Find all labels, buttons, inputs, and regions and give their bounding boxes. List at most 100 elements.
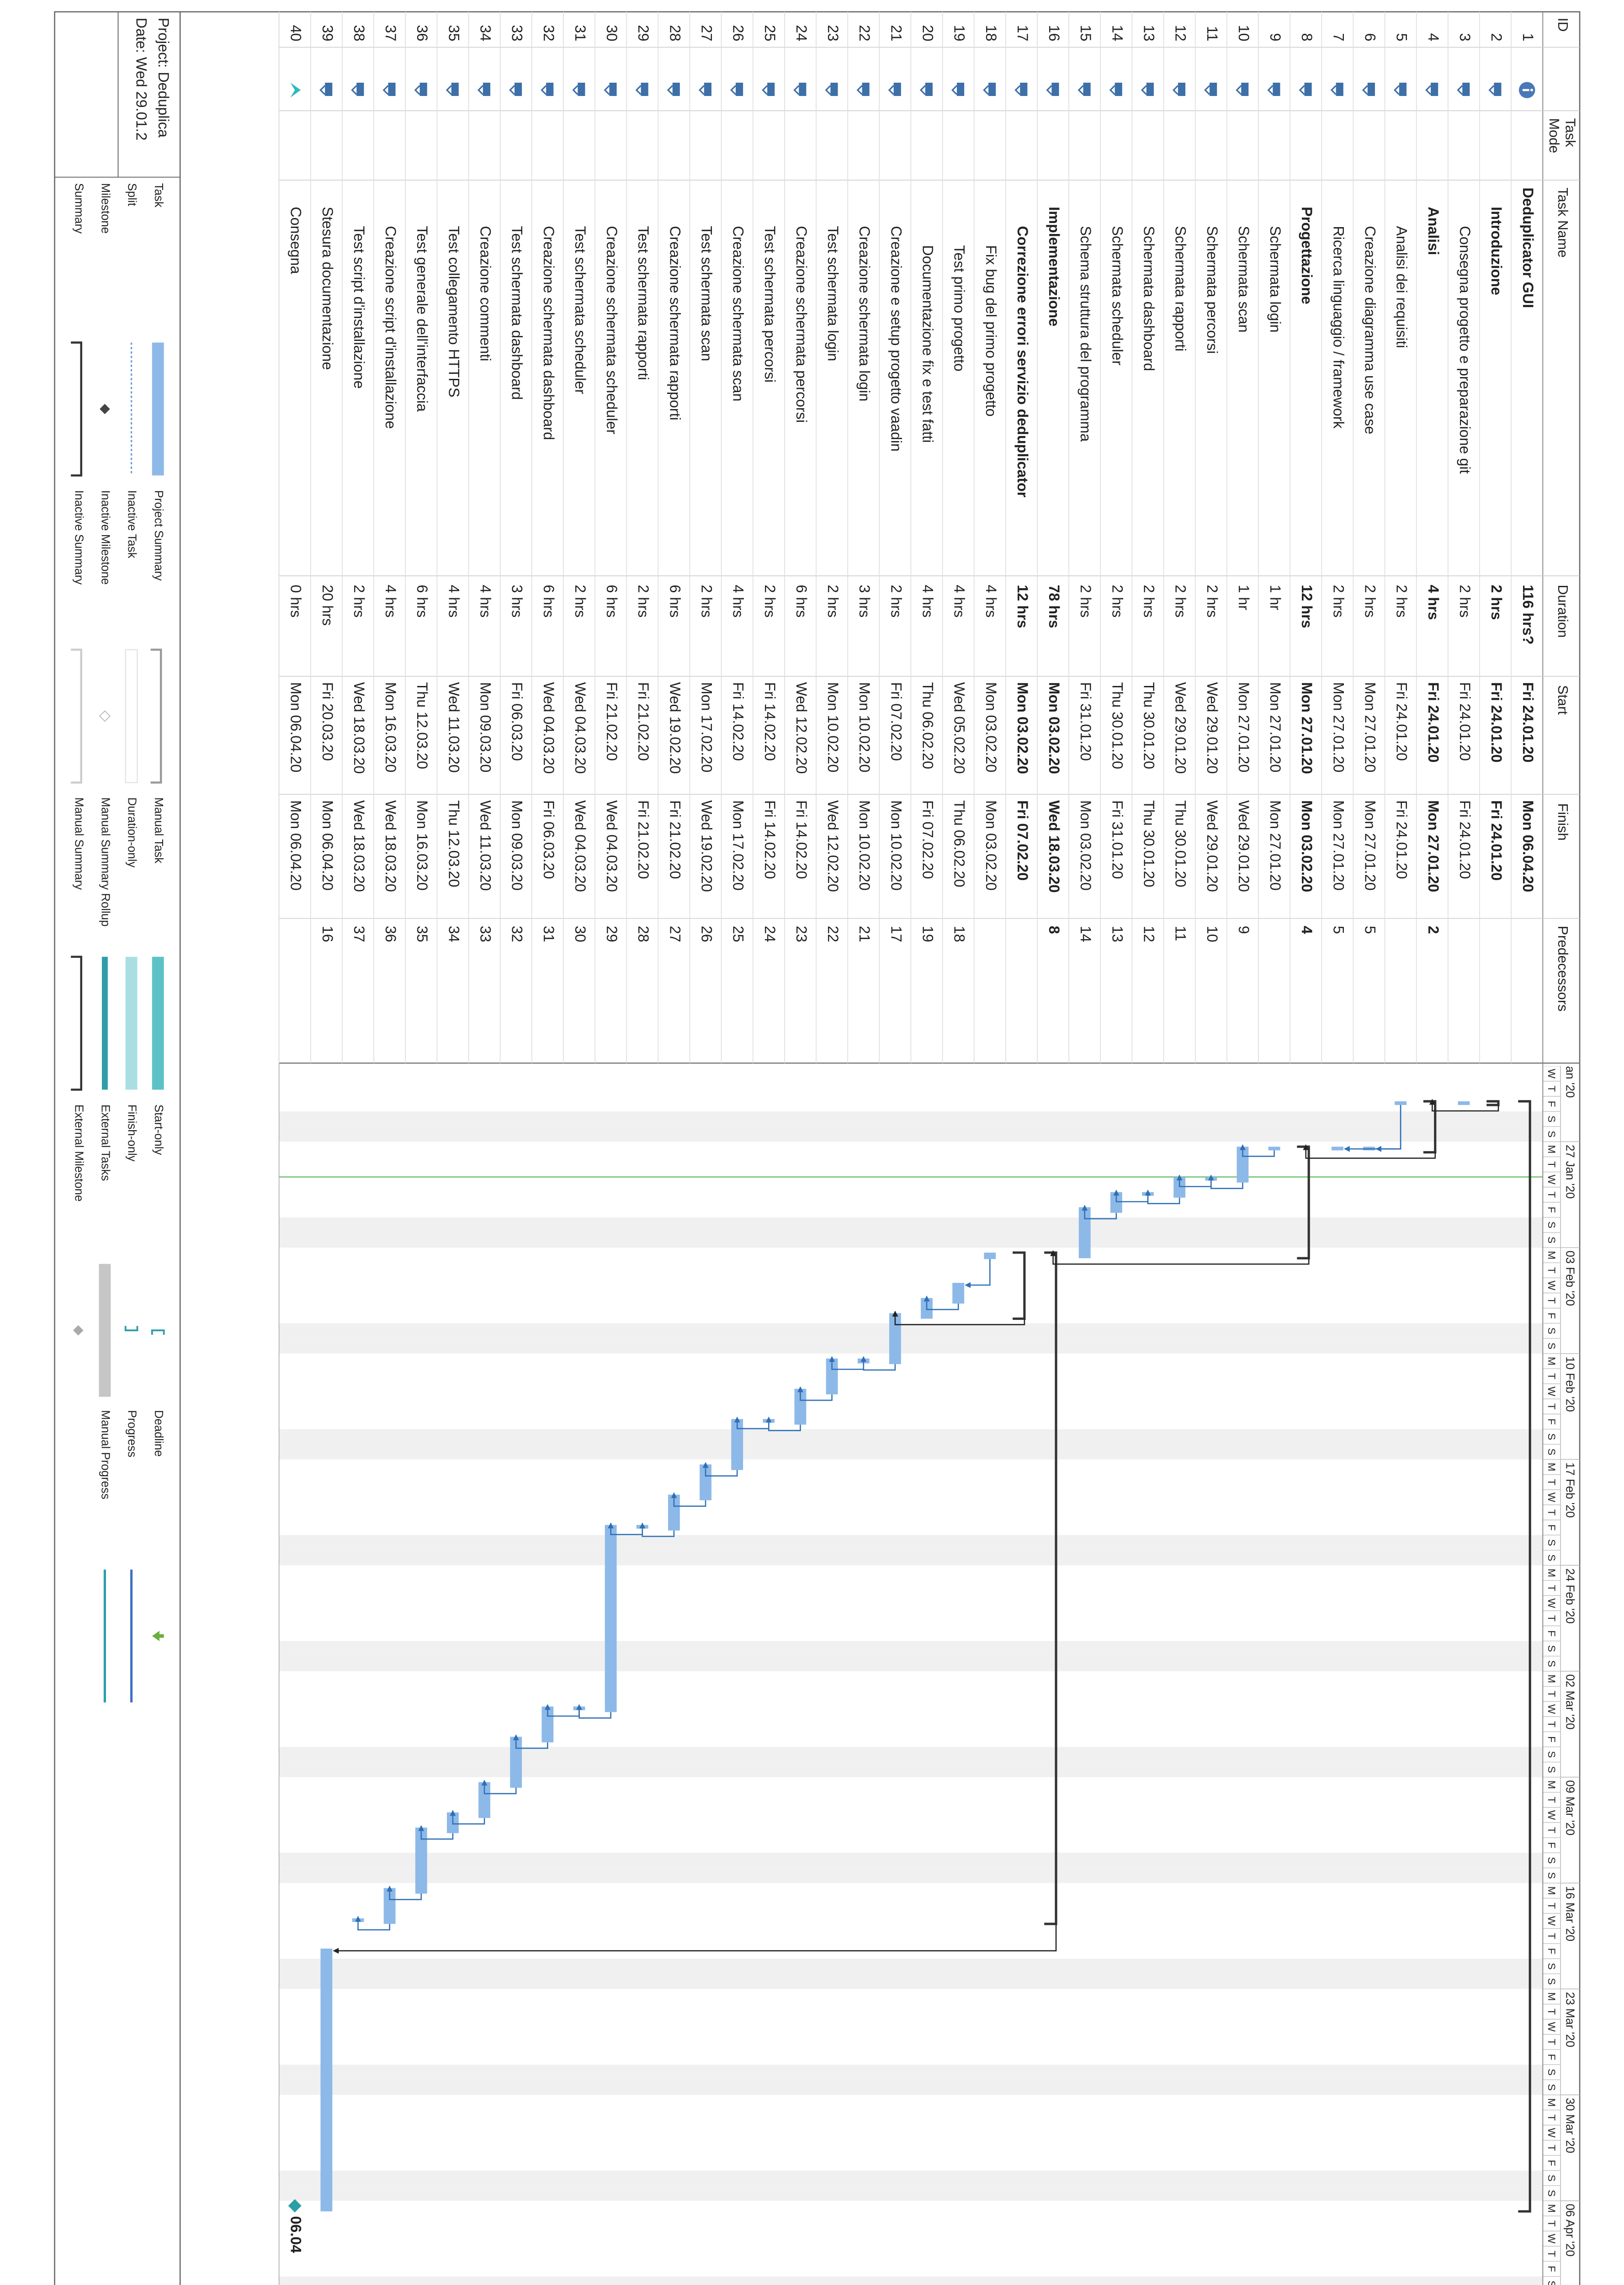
task-name: Creazione schermata scheduler	[604, 226, 620, 434]
day-label: M	[1546, 1674, 1557, 1683]
mode-icon	[1178, 82, 1186, 96]
task-duration: 2 hrs	[1204, 585, 1221, 617]
task-bar	[1237, 1147, 1249, 1183]
task-bar	[605, 1525, 617, 1712]
task-name: Schermata scheduler	[1109, 226, 1125, 365]
nonworking-shade	[279, 2079, 1543, 2095]
task-name: Correzione errori servizio deduplicator	[1014, 226, 1031, 497]
mode-icon-arrow	[983, 85, 989, 95]
task-id: 15	[1077, 25, 1094, 42]
dependency-link	[734, 1416, 770, 1429]
task-bar	[889, 1313, 901, 1364]
task-finish: Fri 07.02.20	[920, 800, 936, 879]
task-start: Fri 24.01.20	[1457, 682, 1473, 761]
task-duration: 2 hrs	[635, 585, 652, 617]
task-finish: Mon 06.04.20	[288, 800, 304, 891]
nonworking-shade	[279, 1444, 1543, 1460]
task-finish: Fri 14.02.20	[793, 800, 810, 879]
task-id: 22	[856, 25, 873, 42]
task-duration: 4 hrs	[382, 585, 399, 617]
day-label: W	[1546, 1281, 1557, 1291]
mode-icon-arrow	[1425, 85, 1432, 95]
task-predecessors: 18	[951, 926, 968, 942]
legend-symbol	[101, 957, 108, 1090]
mode-icon	[988, 82, 996, 96]
mode-icon	[609, 82, 617, 96]
task-start: Wed 18.03.20	[351, 682, 367, 774]
task-name: Creazione diagramma use case	[1362, 226, 1378, 434]
task-finish: Thu 30.01.20	[1173, 800, 1189, 887]
nonworking-shade	[279, 1868, 1543, 1883]
legend-symbol	[152, 342, 164, 476]
task-id: 32	[541, 25, 557, 42]
mode-icon	[862, 82, 870, 96]
task-id: 25	[762, 25, 778, 42]
legend-label: Manual Progress	[99, 1410, 112, 1499]
mode-icon	[704, 82, 711, 96]
mode-icon-arrow	[1267, 85, 1274, 95]
task-start: Wed 19.02.20	[667, 682, 683, 774]
legend-label: Summary	[72, 183, 85, 234]
nonworking-shade	[279, 1641, 1543, 1656]
week-label: 23 Mar '20	[1564, 1992, 1576, 2047]
nonworking-shade	[279, 1974, 1543, 1989]
task-finish: Mon 03.02.20	[1299, 800, 1315, 892]
task-duration: 2 hrs	[888, 585, 904, 617]
task-predecessors: 23	[793, 926, 810, 942]
task-predecessors: 14	[1077, 926, 1094, 942]
day-label: S	[1546, 1963, 1557, 1970]
task-duration: 2 hrs	[572, 585, 589, 617]
day-label: T	[1546, 1297, 1557, 1304]
legend-label: Deadline	[152, 1410, 165, 1457]
mode-icon-arrow	[730, 85, 737, 95]
dependency-link	[1113, 1190, 1149, 1202]
mode-icon-arrow	[446, 85, 452, 95]
task-finish: Fri 24.01.20	[1394, 800, 1410, 879]
mode-icon-arrow	[1109, 85, 1115, 95]
mode-icon	[1336, 82, 1343, 96]
task-start: Mon 03.02.20	[1014, 682, 1031, 774]
task-predecessors: 26	[699, 926, 715, 942]
nonworking-shade	[279, 2185, 1543, 2201]
task-finish: Fri 24.01.20	[1488, 800, 1505, 881]
week-label: 16 Mar '20	[1564, 1886, 1576, 1941]
mode-icon-arrow	[825, 85, 831, 95]
task-bar	[415, 1827, 427, 1894]
day-label: T	[1546, 2251, 1557, 2257]
task-name: Creazione schermata login	[856, 226, 873, 401]
nonworking-shade	[279, 2064, 1543, 2080]
dependency-link	[797, 1386, 833, 1401]
mode-icon-arrow	[1330, 85, 1337, 95]
task-name: Schermata login	[1267, 226, 1284, 332]
day-label: W	[1546, 2128, 1557, 2138]
day-label: S	[1546, 1554, 1557, 1561]
task-duration: 2 hrs	[825, 585, 841, 617]
task-duration: 2 hrs	[699, 585, 715, 617]
task-finish: Mon 03.02.20	[1077, 800, 1094, 891]
mode-icon	[1051, 82, 1059, 96]
task-bar	[1078, 1207, 1091, 1259]
task-id: 23	[825, 25, 841, 42]
task-finish: Thu 30.01.20	[1141, 800, 1157, 887]
column-header: Duration	[1555, 585, 1571, 638]
task-id: 5	[1394, 33, 1410, 41]
task-start: Wed 04.03.20	[541, 682, 557, 774]
task-finish: Wed 04.03.20	[604, 800, 620, 892]
frame	[54, 11, 1581, 2285]
task-finish: Wed 18.03.20	[1046, 800, 1062, 893]
day-label: S	[1546, 1131, 1557, 1137]
task-finish: Mon 27.01.20	[1425, 800, 1442, 892]
task-predecessors: 5	[1330, 926, 1347, 934]
task-name: Test schermata rapporti	[635, 226, 652, 380]
week-label: 03 Feb '20	[1564, 1250, 1576, 1306]
task-bar	[984, 1252, 996, 1259]
day-label: T	[1546, 1585, 1557, 1591]
task-name: Test primo progetto	[951, 245, 968, 371]
mode-icon-arrow	[698, 85, 705, 95]
column-header: Finish	[1555, 803, 1571, 841]
day-label: W	[1546, 1174, 1557, 1185]
legend-label: Project Summary	[152, 490, 165, 581]
task-start: Fri 14.02.20	[762, 682, 778, 761]
mode-icon	[893, 82, 901, 96]
task-bar	[1268, 1147, 1280, 1151]
